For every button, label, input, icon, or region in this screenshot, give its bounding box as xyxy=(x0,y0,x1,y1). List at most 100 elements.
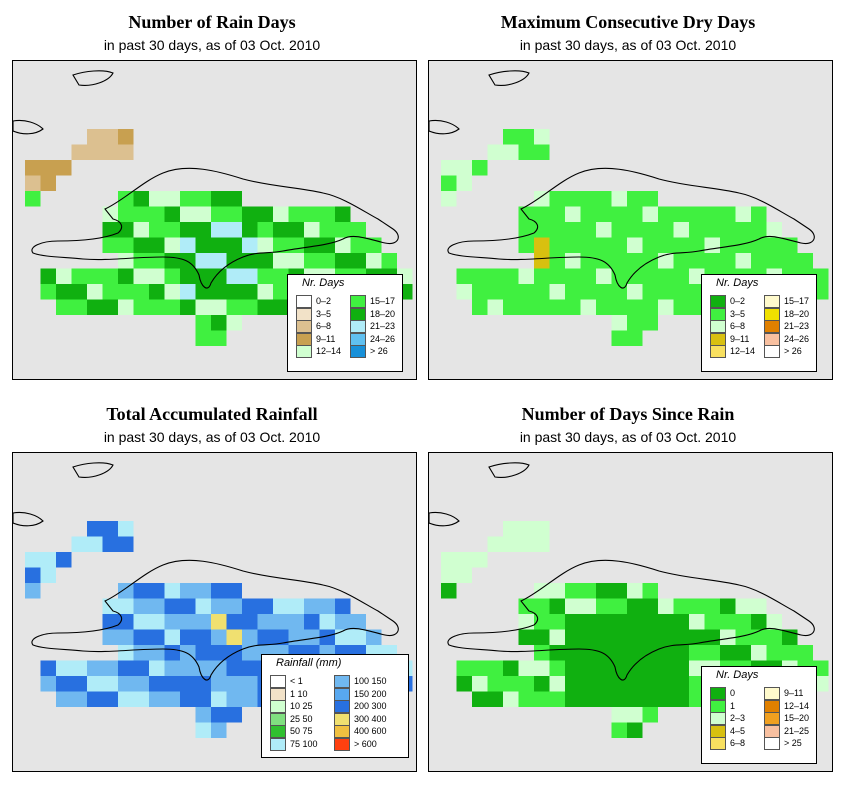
grid-cell xyxy=(689,614,705,630)
grid-cell xyxy=(195,645,211,661)
grid-cell xyxy=(180,237,196,253)
grid-cell xyxy=(56,552,72,568)
grid-cell xyxy=(87,691,103,707)
grid-cell xyxy=(257,206,273,222)
grid-cell xyxy=(226,676,242,692)
grid-cell xyxy=(118,144,134,160)
grid-cell xyxy=(642,629,658,645)
legend-swatch xyxy=(296,345,312,359)
grid-cell xyxy=(195,268,211,284)
grid-cell xyxy=(164,206,180,222)
grid-cell xyxy=(518,521,534,537)
grid-cell xyxy=(242,284,258,300)
legend-swatch xyxy=(764,307,780,321)
grid-cell xyxy=(534,521,550,537)
grid-cell xyxy=(472,160,488,176)
grid-cell xyxy=(40,567,56,583)
grid-cell xyxy=(596,583,612,599)
grid-cell xyxy=(704,645,720,661)
legend: Nr. Days 0–2 3–5 6–8 9–11 12–14 15–17 18–20 21–… xyxy=(701,274,817,372)
grid-cell xyxy=(149,206,165,222)
grid-cell xyxy=(87,129,103,145)
grid-cell xyxy=(596,206,612,222)
legend-swatch xyxy=(764,724,780,738)
legend-label: 21–23 xyxy=(784,321,810,332)
legend-swatch xyxy=(296,295,312,308)
grid-cell xyxy=(118,583,134,599)
grid-cell xyxy=(180,284,196,300)
grid-cell xyxy=(71,144,87,160)
grid-cell xyxy=(549,629,565,645)
grid-cell xyxy=(319,237,335,253)
grid-cell xyxy=(149,583,165,599)
grid-cell xyxy=(56,268,72,284)
grid-cell xyxy=(704,614,720,630)
legend-swatch xyxy=(296,332,312,346)
grid-cell xyxy=(211,253,227,269)
grid-cell xyxy=(211,660,227,676)
legend-label: 9–11 xyxy=(316,333,336,344)
panel-dry-days: Maximum Consecutive Dry Days in past 30 … xyxy=(421,8,835,388)
grid-cell xyxy=(56,284,72,300)
grid-cell xyxy=(627,222,643,238)
grid-cell xyxy=(518,676,534,692)
grid-cell xyxy=(518,299,534,315)
grid-cell xyxy=(766,645,782,661)
grid-cell xyxy=(487,284,503,300)
grid-cell xyxy=(40,175,56,191)
legend-swatch xyxy=(764,687,780,700)
grid-cell xyxy=(518,284,534,300)
island-outline xyxy=(72,462,114,478)
grid-cell xyxy=(751,222,767,238)
grid-cell xyxy=(226,598,242,614)
grid-cell xyxy=(118,206,134,222)
grid-cell xyxy=(25,160,41,176)
grid-cell xyxy=(25,583,41,599)
grid-cell xyxy=(673,629,689,645)
grid-cell xyxy=(211,268,227,284)
legend-label: > 25 xyxy=(784,738,802,749)
island-outline xyxy=(429,119,460,135)
grid-cell xyxy=(226,268,242,284)
grid-cell xyxy=(611,691,627,707)
legend-swatch xyxy=(334,675,350,688)
island-outline xyxy=(72,70,114,86)
grid-cell xyxy=(242,691,258,707)
grid-cell xyxy=(503,521,519,537)
grid-cell xyxy=(658,268,674,284)
grid-cell xyxy=(642,676,658,692)
grid-cell xyxy=(534,629,550,645)
grid-cell xyxy=(456,284,472,300)
legend-label: > 26 xyxy=(370,346,388,357)
grid-cell xyxy=(611,583,627,599)
grid-cell xyxy=(226,222,242,238)
grid-cell xyxy=(133,299,149,315)
map-dry-days xyxy=(428,60,833,380)
grid-cell xyxy=(782,253,798,269)
grid-cell xyxy=(149,284,165,300)
coastline xyxy=(447,559,815,681)
grid-cell xyxy=(720,237,736,253)
grid-cell xyxy=(704,253,720,269)
grid-cell xyxy=(335,598,351,614)
grid-cell xyxy=(611,237,627,253)
grid-cell xyxy=(720,629,736,645)
grid-cell xyxy=(534,660,550,676)
grid-cell xyxy=(673,268,689,284)
grid-cell xyxy=(689,691,705,707)
grid-cell xyxy=(118,676,134,692)
grid-cell xyxy=(180,222,196,238)
island-outline xyxy=(13,511,44,527)
grid-cell xyxy=(751,645,767,661)
legend-swatch xyxy=(296,307,312,321)
grid-cell xyxy=(164,598,180,614)
grid-cell xyxy=(102,629,118,645)
grid-cell xyxy=(751,629,767,645)
grid-cell xyxy=(164,237,180,253)
grid-cell xyxy=(658,237,674,253)
island-outline xyxy=(429,511,460,527)
grid-cell xyxy=(456,567,472,583)
legend-label: 21–23 xyxy=(370,321,396,332)
grid-cell xyxy=(441,191,457,207)
grid-cell xyxy=(627,722,643,738)
